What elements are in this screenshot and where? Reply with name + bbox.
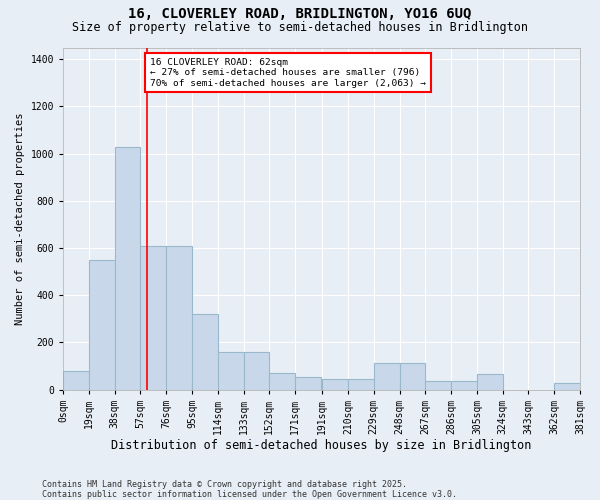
Bar [115, 146, 140, 390]
Text: Contains HM Land Registry data © Crown copyright and database right 2025.
Contai: Contains HM Land Registry data © Crown c… [42, 480, 457, 499]
Bar [244, 352, 269, 390]
Bar [400, 362, 425, 390]
Bar [295, 376, 321, 390]
Bar [140, 246, 166, 390]
Text: 16, CLOVERLEY ROAD, BRIDLINGTON, YO16 6UQ: 16, CLOVERLEY ROAD, BRIDLINGTON, YO16 6U… [128, 8, 472, 22]
Bar [348, 379, 374, 390]
Bar [89, 260, 115, 390]
Bar [477, 374, 503, 390]
Bar [374, 362, 400, 390]
Bar [451, 382, 477, 390]
Bar [192, 314, 218, 390]
Bar [322, 379, 348, 390]
X-axis label: Distribution of semi-detached houses by size in Bridlington: Distribution of semi-detached houses by … [112, 440, 532, 452]
Text: Size of property relative to semi-detached houses in Bridlington: Size of property relative to semi-detach… [72, 21, 528, 34]
Text: 16 CLOVERLEY ROAD: 62sqm
← 27% of semi-detached houses are smaller (796)
70% of : 16 CLOVERLEY ROAD: 62sqm ← 27% of semi-d… [150, 58, 426, 88]
Bar [425, 382, 451, 390]
Bar [166, 246, 192, 390]
Bar [218, 352, 244, 390]
Y-axis label: Number of semi-detached properties: Number of semi-detached properties [15, 112, 25, 325]
Bar [63, 371, 89, 390]
Bar [269, 373, 295, 390]
Bar [554, 382, 580, 390]
